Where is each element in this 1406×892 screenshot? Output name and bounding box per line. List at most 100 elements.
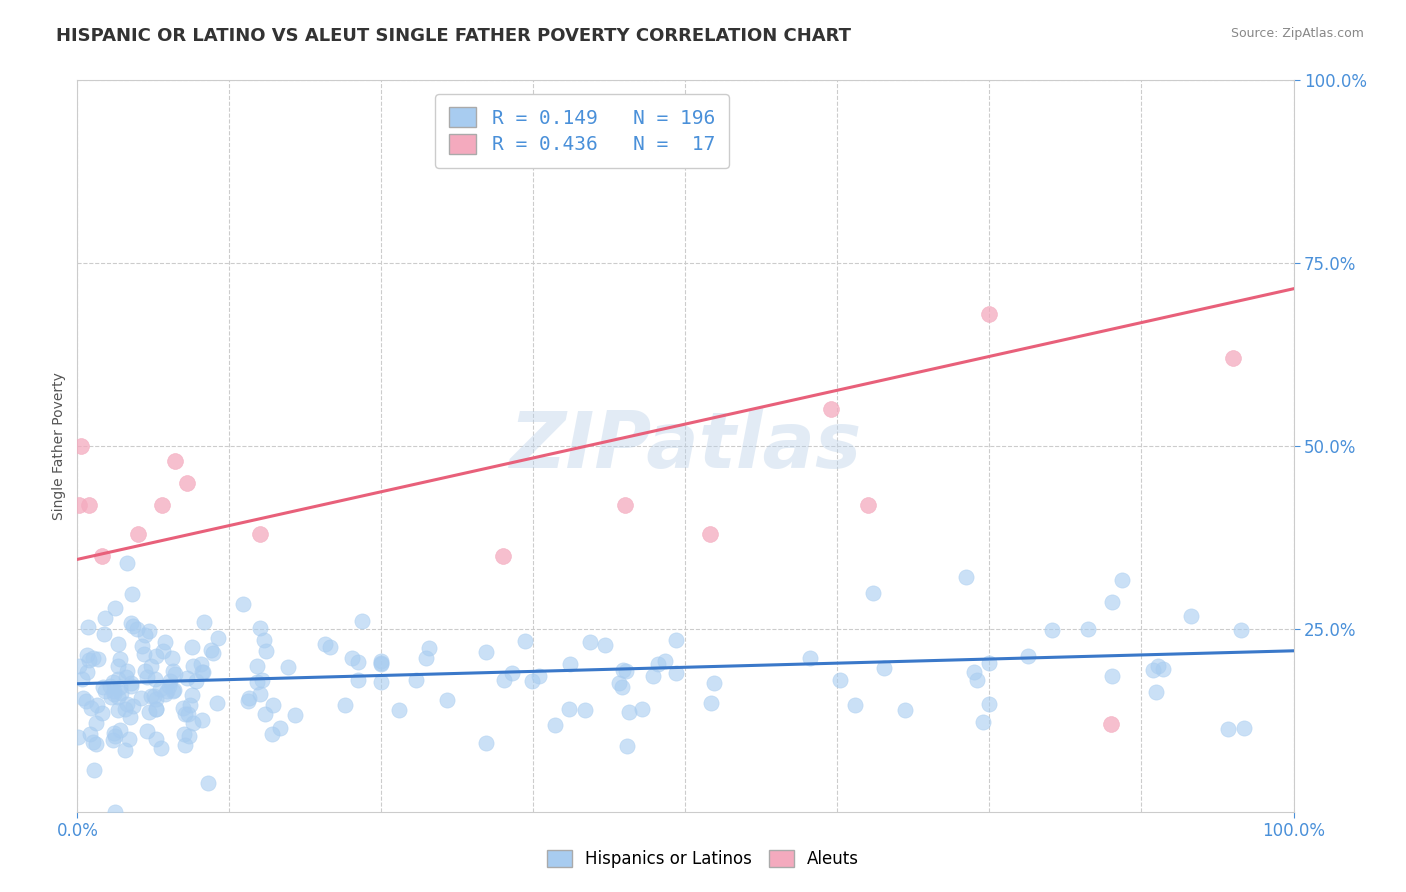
Point: [183, 715, 205, 730]
Point: [232, 597, 254, 611]
Point: [269, 721, 291, 735]
Point: [108, 723, 131, 738]
Point: [830, 673, 852, 687]
Point: [641, 669, 664, 683]
Point: [150, 741, 173, 756]
Point: [574, 703, 596, 717]
Point: [152, 644, 174, 658]
Point: [246, 675, 269, 690]
Point: [179, 698, 201, 713]
Point: [1222, 351, 1244, 366]
Point: [136, 723, 159, 738]
Point: [318, 640, 340, 654]
Point: [370, 674, 392, 689]
Point: [107, 658, 129, 673]
Point: [1142, 664, 1164, 678]
Point: [370, 654, 392, 668]
Point: [162, 684, 184, 698]
Point: [101, 732, 124, 747]
Point: [616, 739, 638, 754]
Point: [153, 634, 176, 648]
Point: [163, 682, 186, 697]
Point: [115, 557, 138, 571]
Point: [91, 706, 114, 720]
Y-axis label: Single Father Poverty: Single Father Poverty: [52, 372, 66, 520]
Point: [191, 665, 214, 680]
Point: [145, 691, 167, 706]
Point: [103, 726, 125, 740]
Point: [544, 718, 567, 732]
Point: [262, 727, 284, 741]
Point: [872, 661, 894, 675]
Point: [1152, 662, 1174, 676]
Point: [173, 727, 195, 741]
Point: [177, 729, 200, 743]
Point: [120, 679, 142, 693]
Point: [191, 665, 214, 680]
Point: [104, 600, 127, 615]
Point: [1147, 658, 1170, 673]
Point: [193, 615, 215, 629]
Point: [977, 698, 1000, 712]
Point: [93, 627, 115, 641]
Point: [76, 648, 98, 662]
Point: [120, 675, 142, 690]
Point: [98, 679, 121, 693]
Text: Source: ZipAtlas.com: Source: ZipAtlas.com: [1230, 27, 1364, 40]
Point: [115, 664, 138, 678]
Point: [107, 637, 129, 651]
Point: [176, 671, 198, 685]
Point: [494, 673, 516, 687]
Point: [347, 673, 370, 687]
Point: [174, 738, 197, 752]
Point: [121, 699, 143, 714]
Point: [612, 663, 634, 677]
Point: [246, 658, 269, 673]
Point: [125, 622, 148, 636]
Point: [86, 698, 108, 713]
Point: [474, 736, 496, 750]
Point: [79, 727, 101, 741]
Point: [972, 715, 994, 730]
Point: [184, 673, 207, 688]
Point: [415, 650, 437, 665]
Point: [856, 498, 879, 512]
Point: [156, 684, 179, 698]
Point: [249, 687, 271, 701]
Point: [1180, 608, 1202, 623]
Point: [172, 701, 194, 715]
Point: [492, 549, 515, 563]
Point: [699, 526, 721, 541]
Point: [103, 684, 125, 698]
Point: [138, 706, 160, 720]
Point: [595, 638, 617, 652]
Point: [145, 649, 167, 664]
Point: [93, 683, 115, 698]
Point: [153, 687, 176, 701]
Point: [665, 666, 688, 681]
Point: [1233, 721, 1256, 735]
Point: [104, 729, 127, 743]
Point: [527, 669, 550, 683]
Point: [340, 651, 363, 665]
Point: [165, 667, 187, 681]
Point: [100, 690, 122, 704]
Point: [134, 627, 156, 641]
Point: [115, 698, 138, 712]
Point: [558, 702, 581, 716]
Point: [799, 651, 821, 665]
Point: [607, 676, 630, 690]
Point: [84, 737, 107, 751]
Point: [114, 702, 136, 716]
Point: [131, 639, 153, 653]
Point: [979, 307, 1001, 321]
Point: [76, 665, 98, 679]
Text: ZIPatlas: ZIPatlas: [509, 408, 862, 484]
Point: [249, 526, 271, 541]
Point: [1017, 648, 1039, 663]
Point: [157, 679, 180, 693]
Point: [610, 680, 633, 694]
Point: [110, 652, 132, 666]
Point: [176, 475, 198, 490]
Point: [613, 498, 636, 512]
